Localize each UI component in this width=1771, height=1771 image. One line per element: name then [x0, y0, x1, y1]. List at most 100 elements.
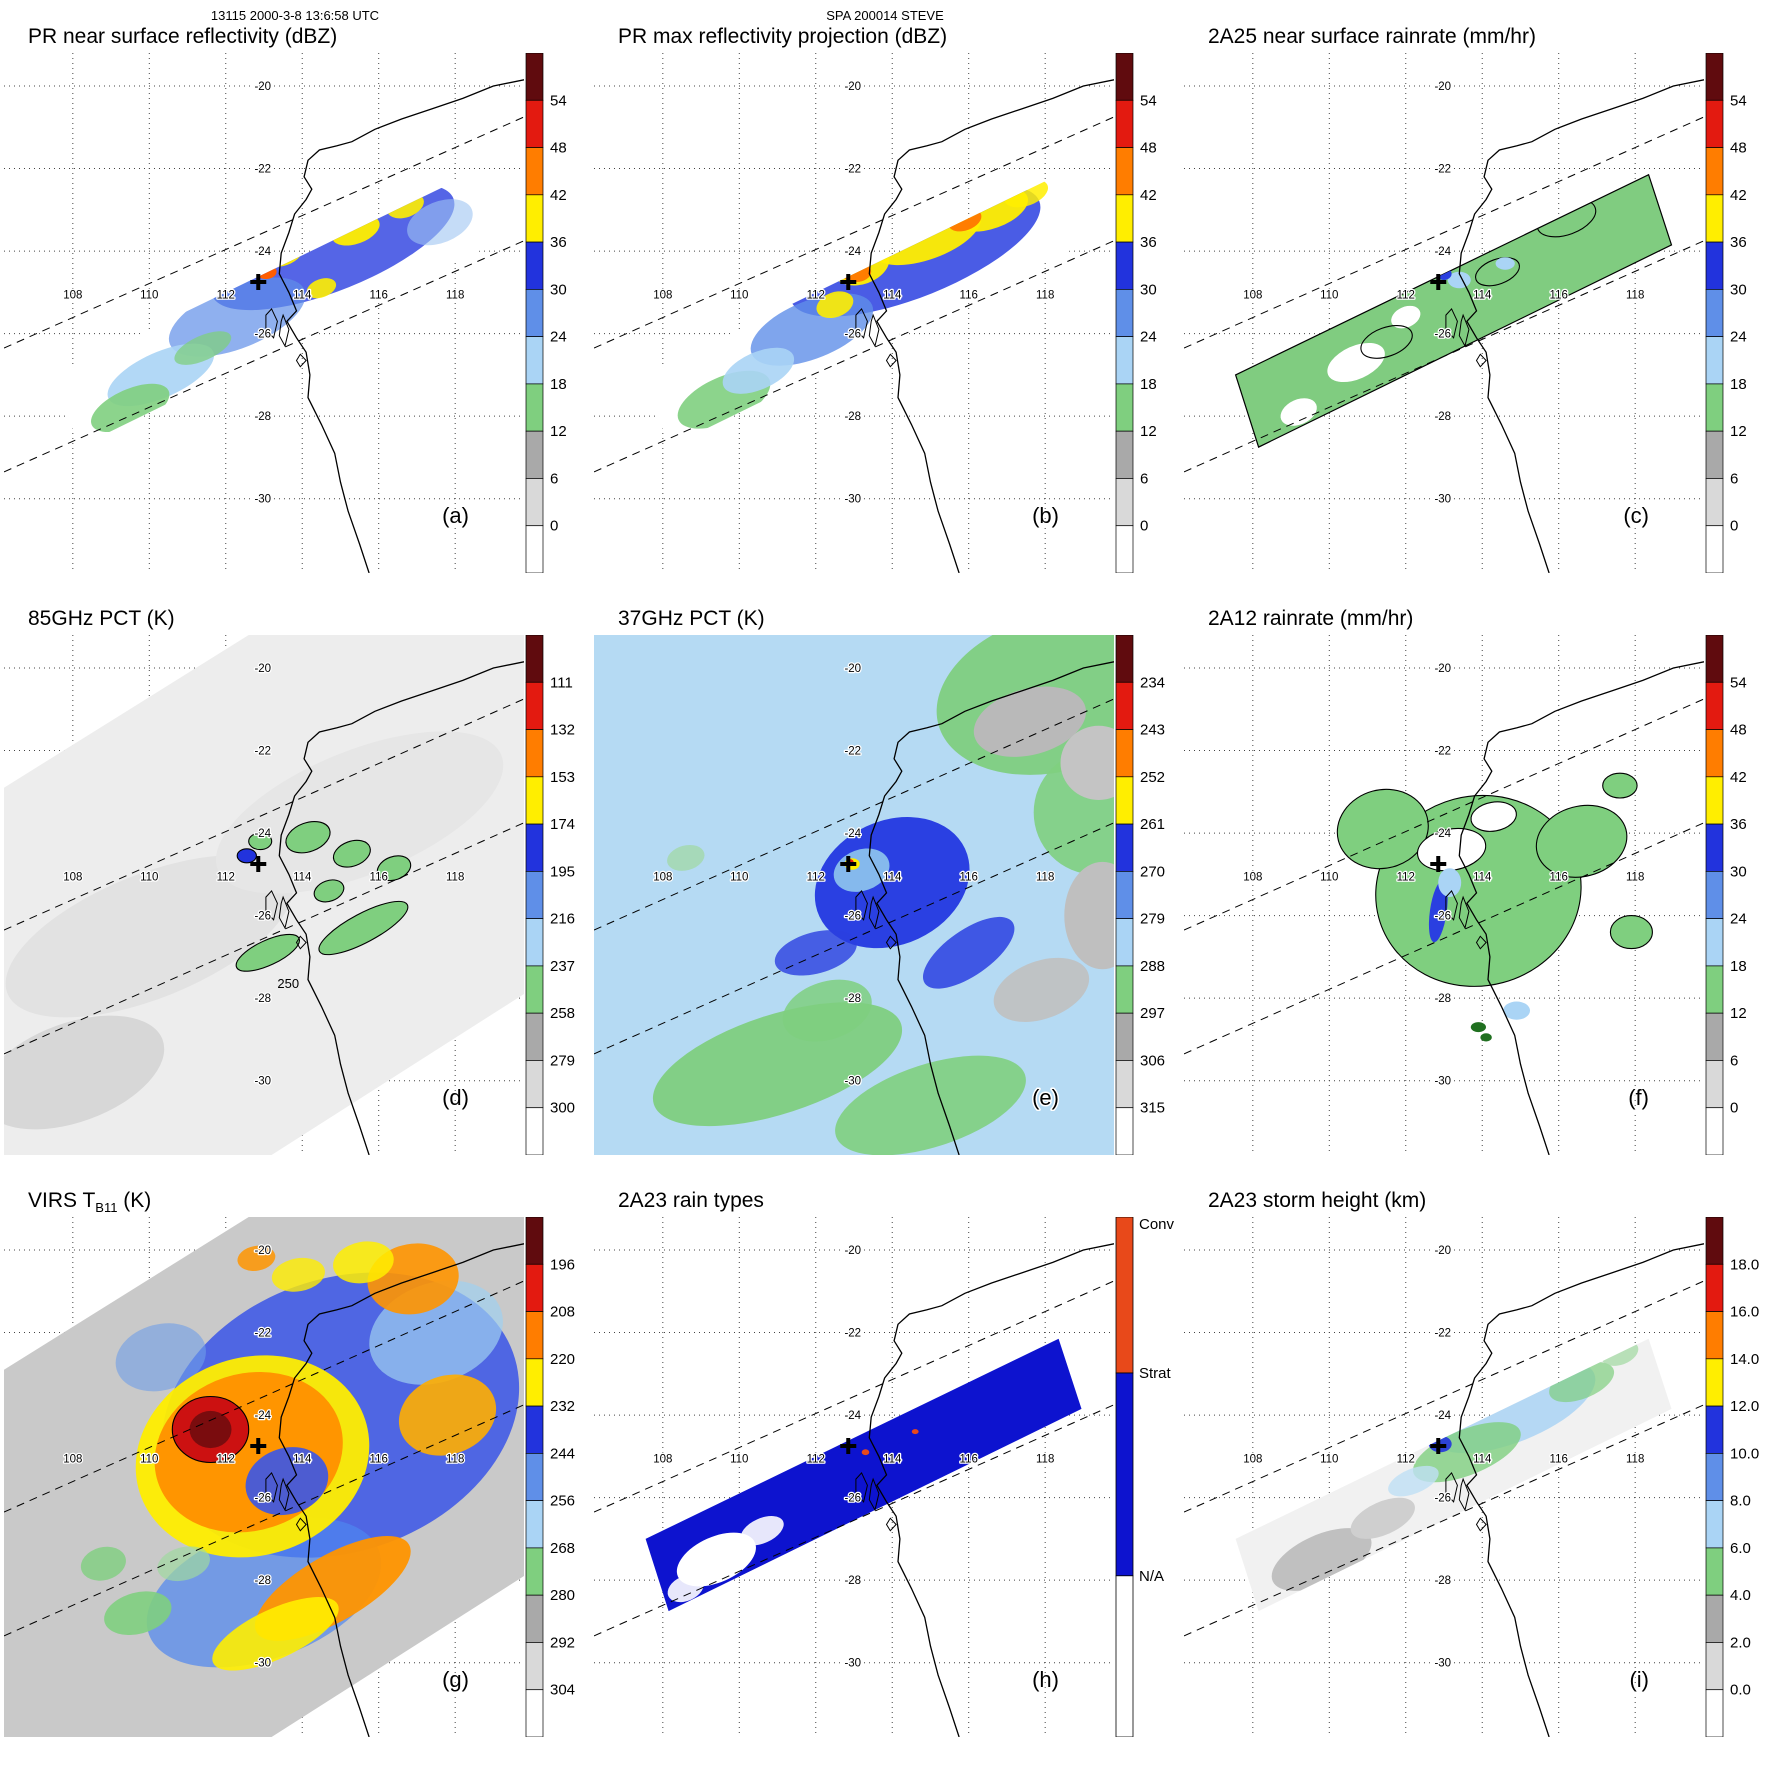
data-blob — [667, 844, 705, 871]
header-spacer — [1180, 8, 1771, 23]
data-blob — [1336, 788, 1429, 870]
colorbar-tick: 279 — [550, 1053, 575, 1070]
lat-label: -30 — [254, 1076, 271, 1088]
panel-d: 85GHz PCT (K) 250 108 110 112 114 116 118 -20 -22… — [0, 607, 590, 1155]
panel-letter: (f) — [1628, 1085, 1649, 1110]
lon-label: 118 — [1626, 289, 1644, 301]
lon-label: 116 — [370, 1453, 388, 1465]
island-outline — [1445, 890, 1458, 921]
colorbar-tick: 12 — [1730, 423, 1747, 440]
data-blob — [174, 331, 232, 365]
panel-letter: (d) — [442, 1085, 469, 1110]
data-field-g — [80, 1241, 520, 1671]
swath-edge-line — [4, 822, 524, 1055]
lon-label: 118 — [1036, 289, 1054, 301]
swath-edge-line — [1184, 822, 1704, 1055]
island-outline — [868, 1477, 880, 1512]
map-g: 108 110 112 114 116 118 -20 -22 -24 -26 -28 -30 (g) — [4, 1217, 524, 1737]
island-outline — [278, 1477, 290, 1512]
panel-letter: (i) — [1629, 1667, 1649, 1692]
colorbar-tick: 306 — [1140, 1053, 1165, 1070]
lat-label: -22 — [844, 164, 861, 176]
lon-label: 110 — [1320, 871, 1338, 883]
lat-label: -24 — [254, 828, 271, 840]
colorbar-f: 54 48 42 36 30 24 18 12 6 0 — [1705, 635, 1747, 1155]
lat-label: -28 — [1434, 411, 1451, 423]
data-blob — [1060, 725, 1114, 800]
colorbar-tick: 54 — [550, 92, 567, 109]
lon-label: 110 — [1320, 1453, 1338, 1465]
data-blob — [333, 1241, 394, 1284]
data-blob — [306, 278, 337, 299]
colorbar-tick: 208 — [550, 1304, 575, 1321]
colorbar-tick: 195 — [550, 863, 575, 880]
swath-edge-line — [1184, 1280, 1704, 1513]
island-outline — [885, 935, 897, 950]
swath-edge-line — [4, 240, 524, 473]
island-outline — [295, 935, 307, 950]
colorbar-tick: 216 — [550, 911, 575, 928]
lat-label: -20 — [254, 81, 271, 93]
map-i: 108 110 112 114 116 118 -20 -22 -24 -26 -28 -30 (i) — [1184, 1217, 1704, 1737]
colorbar-tick: 42 — [1730, 769, 1747, 786]
colorbar-tick: 111 — [550, 674, 573, 691]
map-f: 108 110 112 114 116 118 -20 -22 -24 -26 -28 -30 (f) — [1184, 635, 1704, 1155]
swath-edge-line — [1184, 1404, 1704, 1637]
colorbar-tick: 54 — [1730, 674, 1747, 691]
raintype-label: Conv — [1139, 1217, 1175, 1233]
panel-title-f: 2A12 rainrate (mm/hr) — [1208, 607, 1414, 630]
colorbar-tick: 54 — [1140, 92, 1157, 109]
panel-a: PR near surface reflectivity (dBZ) 108 110… — [0, 25, 590, 573]
lat-label: -28 — [1434, 1575, 1451, 1587]
colorbar-tick: 30 — [1140, 281, 1157, 298]
storm-center-marker — [250, 1438, 267, 1455]
lon-label: 108 — [63, 871, 82, 883]
data-blob — [271, 1257, 325, 1292]
coastline — [868, 661, 1114, 1155]
data-blob — [1391, 305, 1421, 329]
lon-label: 116 — [1550, 871, 1568, 883]
swath-edge-line — [1184, 698, 1704, 931]
lat-label: -30 — [844, 1076, 861, 1088]
raintype-label: Strat — [1139, 1365, 1172, 1382]
colorbar-tick: 24 — [1140, 329, 1157, 346]
lat-label: -26 — [1434, 329, 1451, 341]
lat-label: -22 — [1434, 1328, 1451, 1340]
lon-label: 108 — [1243, 1453, 1262, 1465]
colorbar-tick: 18 — [1730, 958, 1747, 975]
data-field-d: 250 — [4, 731, 504, 1130]
lon-label: 108 — [653, 289, 672, 301]
island-outline — [855, 890, 868, 921]
lat-label: -20 — [844, 81, 861, 93]
lon-label: 110 — [730, 1453, 748, 1465]
panel-f: 2A12 rainrate (mm/hr) 108 110 112 114 116 118 -… — [1180, 607, 1770, 1155]
lon-label: 116 — [960, 1453, 978, 1465]
colorbar-tick: 0.0 — [1730, 1682, 1751, 1699]
coastline — [868, 1243, 1114, 1737]
data-blob — [245, 1447, 329, 1516]
swath-edge-line — [594, 698, 1114, 931]
data-blob — [1503, 1001, 1530, 1020]
lon-label: 114 — [1473, 871, 1492, 883]
island-outline — [265, 890, 278, 921]
lat-label: -30 — [1434, 1076, 1451, 1088]
colorbar-tick: 279 — [1140, 911, 1165, 928]
colorbar-tick: 300 — [550, 1100, 575, 1117]
colorbar-tick: 258 — [550, 1005, 575, 1022]
lat-label: -22 — [844, 1328, 861, 1340]
island-outline — [278, 313, 290, 348]
lon-label: 112 — [807, 289, 825, 301]
colorbar-tick: 243 — [1140, 722, 1165, 739]
colorbar-tick: 261 — [1140, 816, 1165, 833]
data-blob — [215, 731, 504, 894]
data-blob — [1438, 868, 1462, 897]
lon-label: 110 — [730, 289, 748, 301]
data-blob — [1480, 1033, 1492, 1042]
colorbar-tick: 42 — [1140, 187, 1157, 204]
colorbar-tick: 12 — [1730, 1005, 1747, 1022]
colorbar-tick: 30 — [550, 281, 567, 298]
colorbar-tick: 10.0 — [1730, 1445, 1759, 1462]
lat-label: -30 — [254, 1658, 271, 1670]
lat-label: -22 — [844, 746, 861, 758]
lat-label: -26 — [254, 329, 271, 341]
